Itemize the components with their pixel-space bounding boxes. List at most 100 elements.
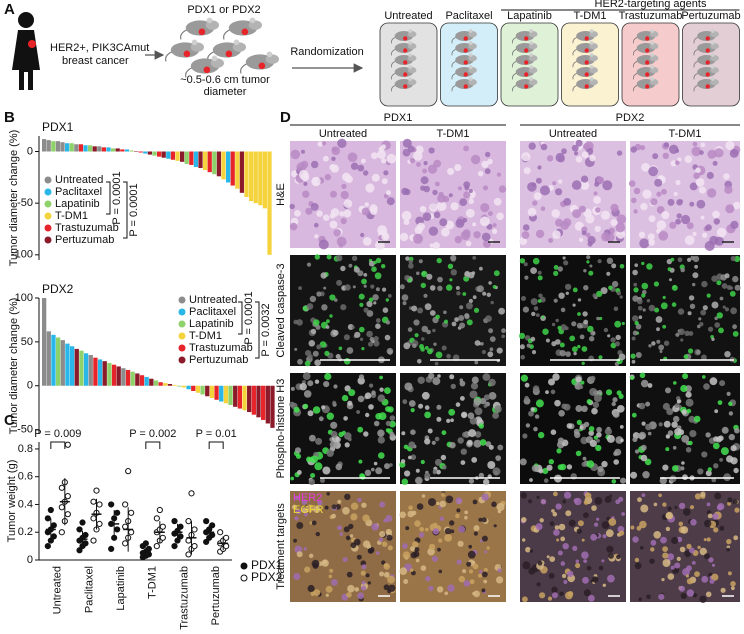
legend-marker (44, 236, 52, 244)
cell (718, 327, 724, 334)
cell (546, 555, 550, 559)
cell (640, 504, 649, 513)
cell (557, 464, 564, 471)
cell (641, 261, 645, 266)
cell (688, 331, 694, 336)
cell (357, 164, 365, 172)
cell (661, 211, 670, 220)
cell (330, 421, 338, 429)
cell (598, 355, 603, 360)
cell (706, 188, 717, 198)
cell (699, 547, 707, 556)
cell (469, 579, 475, 585)
cell (655, 316, 663, 323)
cell (680, 466, 685, 471)
mouse-ear (650, 41, 655, 45)
cell (635, 352, 642, 358)
cell (717, 400, 723, 405)
cell (486, 292, 491, 297)
mouse-tumor (584, 72, 589, 77)
cell (320, 478, 325, 483)
cell (462, 292, 467, 296)
cell (328, 574, 333, 579)
p-value: P = 0.01 (196, 428, 237, 440)
cell (433, 342, 437, 346)
mouse-ear (710, 41, 715, 45)
cell (363, 307, 369, 313)
cell (375, 323, 381, 330)
cell (707, 513, 713, 519)
cell (636, 525, 642, 531)
bar (184, 151, 189, 164)
cell (481, 517, 487, 523)
cell (383, 584, 390, 591)
cell (654, 178, 663, 187)
cell (636, 298, 643, 305)
cell (414, 333, 419, 338)
cell (583, 559, 588, 563)
cell (693, 415, 701, 423)
cell (662, 464, 669, 471)
cell (385, 420, 392, 427)
cell (463, 580, 471, 587)
bar (221, 151, 226, 180)
cell (699, 595, 707, 603)
mouse (572, 65, 598, 80)
cell (562, 256, 566, 260)
cell (468, 198, 474, 205)
cell (439, 218, 448, 227)
cell (385, 528, 392, 536)
cell (401, 478, 409, 486)
cell (480, 216, 490, 227)
cell (700, 215, 705, 220)
cell (481, 232, 491, 242)
data-point (76, 526, 83, 533)
cell (640, 145, 646, 151)
mouse-tail (511, 60, 517, 68)
cell (375, 240, 385, 251)
cell (482, 185, 489, 191)
cell (423, 185, 431, 193)
cell (365, 412, 370, 418)
cell (352, 285, 356, 289)
y-tick-label: 100 (15, 292, 33, 304)
cell (308, 340, 316, 347)
cell (379, 375, 383, 380)
cell (411, 510, 417, 516)
cell (613, 306, 619, 312)
cell (642, 471, 650, 479)
cell (436, 201, 447, 212)
cell (686, 589, 694, 597)
cell (399, 284, 405, 290)
cell (321, 304, 328, 311)
mouse-tumor (225, 50, 233, 58)
cell (709, 377, 718, 386)
bar (258, 151, 263, 206)
cell (704, 519, 712, 528)
cell (580, 180, 590, 190)
data-point (153, 543, 160, 550)
bar (97, 146, 102, 152)
cell (521, 152, 531, 162)
data-point (96, 501, 103, 508)
cell (461, 411, 468, 418)
mouse-tumor (645, 84, 650, 89)
arm-label: Trastuzumab (619, 10, 683, 22)
cell (450, 269, 457, 276)
cell (580, 380, 585, 385)
cell (436, 501, 440, 506)
cell (711, 275, 718, 283)
cell (353, 266, 360, 273)
cell (321, 405, 326, 410)
cell (497, 568, 502, 573)
cell (493, 270, 500, 277)
cell (612, 397, 618, 403)
cell (683, 508, 691, 516)
cell (372, 294, 379, 301)
cell (421, 391, 430, 400)
mouse (451, 29, 477, 44)
cell (402, 301, 407, 306)
mouse-tail (390, 48, 396, 56)
cell (692, 141, 698, 147)
cell (449, 374, 455, 380)
